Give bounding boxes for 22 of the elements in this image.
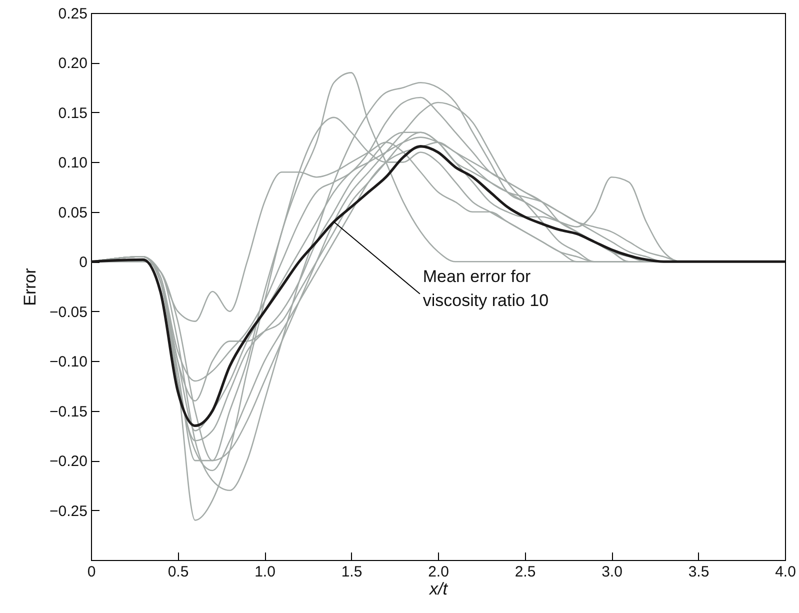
- y-tick-label: 0.15: [58, 104, 88, 122]
- x-axis-title: x/t: [428, 580, 449, 598]
- y-tick-label: 0.20: [58, 55, 88, 72]
- y-tick-label: 0: [79, 254, 88, 272]
- y-axis-title: Error: [20, 268, 40, 306]
- x-tick-label: 2.5: [514, 564, 536, 580]
- y-tick-label: 0.10: [58, 154, 88, 172]
- y-tick-label: −0.20: [50, 453, 88, 470]
- x-tick-label: 1.0: [254, 564, 276, 580]
- x-tick-label: 3.5: [688, 564, 710, 580]
- x-tick-label: 0.5: [168, 564, 189, 580]
- y-tick-label: −0.10: [50, 354, 88, 371]
- y-tick-label: −0.05: [50, 304, 88, 321]
- annotation: Mean error for viscosity ratio 10: [422, 266, 549, 310]
- y-tick-label: −0.25: [50, 502, 88, 520]
- x-tick-label: 1.5: [341, 564, 362, 580]
- y-tick-label: 0.25: [58, 6, 88, 22]
- x-tick-label: 3.0: [602, 564, 622, 580]
- x-tick-label: 4.0: [775, 564, 796, 580]
- y-tick-label: 0.05: [58, 204, 88, 222]
- y-tick-label: −0.15: [50, 403, 88, 420]
- x-tick-label: 2.0: [428, 564, 449, 580]
